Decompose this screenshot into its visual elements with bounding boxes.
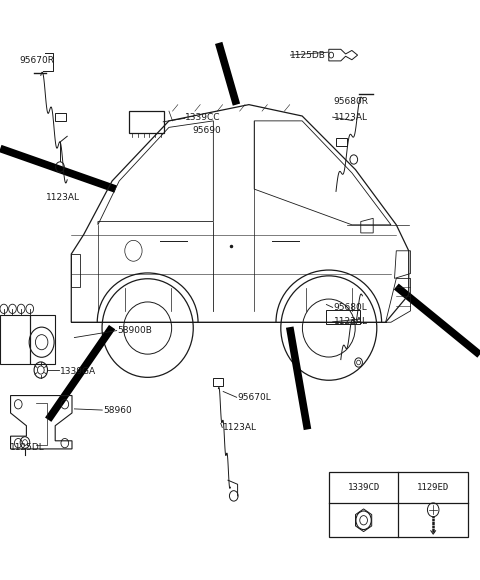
Text: 1125DL: 1125DL (10, 443, 44, 452)
Text: 1125DB: 1125DB (290, 50, 326, 60)
Text: 1339CD: 1339CD (348, 483, 380, 492)
Text: 95670R: 95670R (19, 56, 54, 66)
Text: 1123AL: 1123AL (334, 317, 368, 327)
Text: 1129ED: 1129ED (417, 483, 449, 492)
Text: 58960: 58960 (103, 406, 132, 415)
Text: 95690: 95690 (192, 126, 221, 135)
Text: 95680R: 95680R (334, 97, 369, 106)
Text: 95680L: 95680L (334, 303, 367, 312)
Text: 1339CC: 1339CC (185, 113, 220, 122)
Text: 95670L: 95670L (238, 393, 271, 402)
Text: 1123AL: 1123AL (334, 113, 368, 122)
Text: 1339GA: 1339GA (60, 367, 96, 376)
Text: 58900B: 58900B (118, 326, 153, 335)
Text: 1123AL: 1123AL (223, 423, 257, 432)
Text: 1123AL: 1123AL (46, 193, 80, 202)
